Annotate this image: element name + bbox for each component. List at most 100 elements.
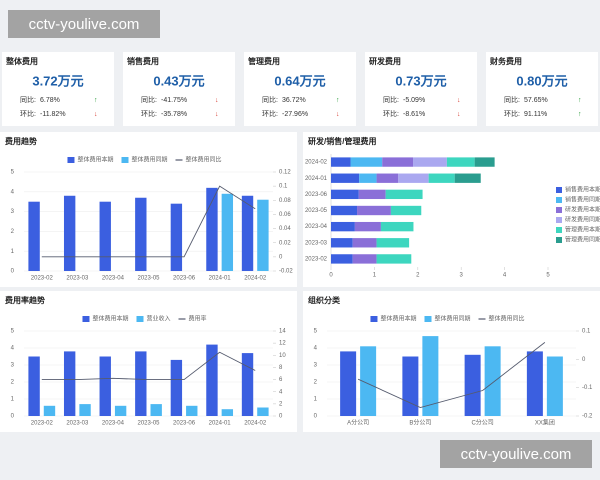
kpi-change: -11.82% (40, 111, 66, 118)
kpi-value: 0.43万元 (153, 73, 204, 88)
legend-swatch (556, 237, 562, 243)
legend-label: 整体费用同比 (186, 156, 222, 164)
legend-label: 研发费用本期 (565, 206, 600, 214)
kpi-arrow: ↓ (336, 111, 340, 118)
y2-tick-label: 0 (279, 414, 283, 420)
bar (150, 404, 162, 416)
bar-segment (331, 238, 353, 248)
kpi-change: -41.75% (161, 97, 187, 104)
x-tick-label: 2023-03 (66, 276, 89, 282)
y2-tick-label: -0.02 (279, 269, 293, 275)
bar-segment (382, 157, 414, 167)
kpi-arrow: ↑ (94, 97, 98, 104)
bar-segment (331, 254, 353, 264)
x-tick-label: 2023-02 (31, 276, 54, 282)
bar-segment (352, 238, 377, 248)
kpi-change: 91.11% (524, 111, 547, 118)
x-tick-label: C分公司 (471, 419, 493, 427)
legend-label: 整体费用本期 (77, 156, 113, 164)
bar-segment (413, 157, 447, 167)
bar-segment (331, 189, 359, 200)
bar (526, 351, 543, 416)
chart-title: 费用率趋势 (5, 295, 45, 305)
legend-label: 整体费用同期 (434, 315, 470, 323)
bar-segment (331, 221, 355, 232)
kpi-change: -27.96% (282, 111, 308, 118)
kpi-arrow: ↓ (215, 111, 219, 118)
bar-segment (331, 157, 351, 167)
bar (28, 201, 40, 271)
bar (206, 344, 218, 416)
kpi-title: 整体费用 (5, 56, 38, 66)
bar-segment (398, 173, 429, 183)
kpi-arrow: ↑ (578, 97, 582, 104)
kpi-card (365, 52, 477, 126)
legend-swatch (370, 316, 378, 322)
bar (221, 193, 234, 271)
x-tick-label: 2024-02 (244, 421, 267, 427)
legend-label: 整体费用同比 (489, 315, 525, 323)
y2-tick-label: 12 (279, 341, 286, 347)
bar (135, 197, 147, 271)
y2-tick-label: 0.06 (279, 212, 291, 218)
chart-title: 组织分类 (308, 295, 340, 305)
legend-swatch (67, 157, 75, 163)
y2-tick-label: 14 (279, 329, 286, 335)
legend-swatch (556, 227, 562, 233)
bar-segment (390, 205, 422, 216)
x-tick-label: 2023-06 (173, 421, 196, 427)
kpi-change: -35.78% (161, 111, 187, 118)
legend-label: 管理费用本期 (565, 226, 600, 234)
bar (241, 353, 254, 416)
bar (135, 351, 147, 416)
kpi-title: 财务费用 (489, 56, 522, 66)
kpi-change: 57.65% (524, 97, 548, 104)
x-tick-label: XX集团 (535, 419, 555, 427)
bar (221, 409, 234, 416)
kpi-change: 36.72% (282, 97, 306, 104)
y2-tick-label: 0.02 (279, 240, 291, 246)
legend-swatch (424, 316, 432, 322)
bar-segment (357, 205, 391, 216)
kpi-label: 环比: (141, 109, 157, 118)
y-tick-label: 3 (314, 363, 318, 369)
kpi-change: -5.09% (403, 97, 425, 104)
kpi-value: 0.80万元 (516, 73, 567, 88)
y2-tick-label: 0 (279, 254, 283, 260)
bar (28, 356, 40, 416)
x-tick-label: 2023-04 (102, 276, 125, 282)
bar (241, 195, 254, 271)
bar (206, 187, 218, 271)
kpi-change: -8.61% (403, 111, 425, 118)
x-tick-label: 2024-01 (209, 421, 232, 427)
bar-segment (376, 254, 412, 264)
kpi-change: 6.78% (40, 97, 60, 104)
bar (257, 199, 269, 271)
x-tick-label: 2023-05 (137, 276, 160, 282)
bar-segment (354, 221, 381, 232)
bar-segment (446, 157, 475, 167)
y2-tick-label: -0.1 (582, 385, 593, 391)
y-tick-label: 0 (11, 414, 15, 420)
legend-label: 整体费用本期 (380, 315, 416, 323)
y-tick-label: 5 (314, 329, 318, 335)
y-tick-label: 5 (11, 329, 15, 335)
kpi-label: 同比: (141, 95, 157, 104)
kpi-arrow: ↓ (215, 97, 219, 104)
legend-label: 整体费用本期 (92, 315, 128, 323)
x-tick-label: 2023-03 (66, 421, 89, 427)
kpi-label: 环比: (262, 109, 278, 118)
x-tick-label: 5 (546, 273, 550, 279)
y2-tick-label: 0.08 (279, 198, 291, 204)
y2-tick-label: 2 (279, 401, 283, 407)
y-tick-label: 2023-05 (305, 208, 328, 214)
bar (546, 356, 563, 416)
y-tick-label: 2 (11, 380, 15, 386)
y-tick-label: 2 (314, 380, 318, 386)
bar (257, 407, 269, 416)
line (41, 351, 256, 381)
legend-swatch (121, 157, 129, 163)
legend-label: 销售费用本期 (565, 186, 600, 194)
kpi-card (244, 52, 356, 126)
